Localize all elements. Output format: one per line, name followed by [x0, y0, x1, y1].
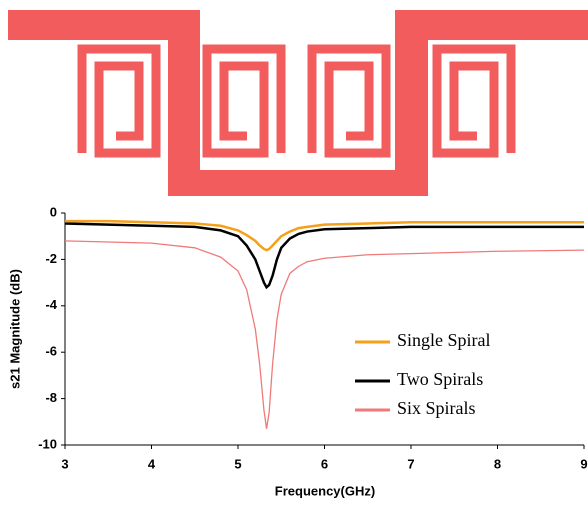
spiral [432, 44, 516, 158]
x-tick-label: 8 [494, 456, 501, 471]
series-line [64, 222, 584, 290]
legend-label: Six Spirals [397, 398, 476, 418]
legend-label: Single Spiral [397, 330, 491, 350]
x-tick-label: 6 [321, 456, 328, 471]
feed-line [8, 10, 588, 196]
spiral [77, 44, 161, 158]
x-tick-label: 4 [148, 456, 156, 471]
y-axis-title: s21 Magnitude (dB) [7, 269, 22, 389]
series-line [65, 219, 584, 252]
x-tick-label: 3 [61, 456, 68, 471]
y-tick-label: -10 [38, 436, 57, 451]
spiral [202, 44, 286, 158]
x-tick-label: 9 [580, 456, 587, 471]
y-tick-label: -4 [45, 297, 57, 312]
spiral [307, 44, 391, 158]
legend-label: Two Spirals [397, 369, 483, 389]
series-line [64, 240, 585, 429]
y-tick-label: 0 [50, 204, 57, 219]
y-tick-label: -8 [45, 390, 57, 405]
x-tick-label: 7 [407, 456, 414, 471]
y-tick-label: -2 [45, 251, 57, 266]
spiral-diagram [8, 10, 588, 196]
x-tick-label: 5 [234, 456, 241, 471]
x-axis-title: Frequency(GHz) [275, 483, 375, 498]
y-tick-label: -6 [45, 344, 57, 359]
